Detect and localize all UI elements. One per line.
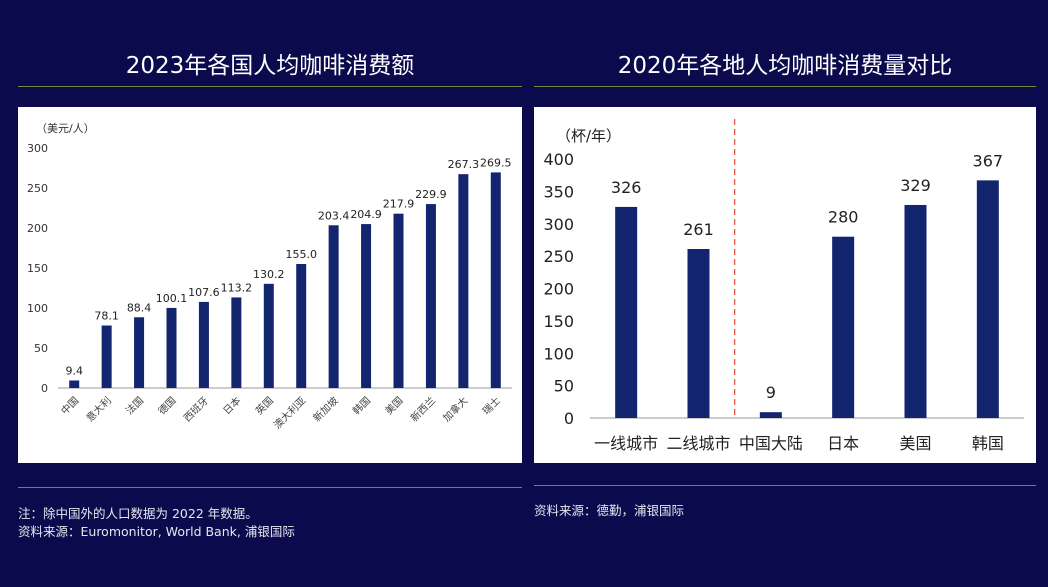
bar (687, 249, 710, 418)
bar-value-label: 367 (973, 151, 1004, 170)
bar-value-label: 107.6 (188, 286, 220, 299)
bar (393, 213, 404, 388)
bar-value-label: 9 (766, 383, 776, 402)
left-title-rule (18, 86, 522, 87)
y-tick-label: 200 (543, 280, 574, 299)
y-tick-label: 50 (34, 342, 48, 355)
bar (490, 172, 501, 388)
y-tick-label: 150 (27, 262, 48, 275)
bar (198, 301, 209, 388)
x-tick-label: 中国大陆 (739, 434, 803, 453)
left-note-rule (18, 487, 522, 488)
x-tick-label: 瑞士 (480, 394, 503, 417)
x-tick-label: 二线城市 (666, 434, 730, 453)
right-chart-title: 2020年各地人均咖啡消费量对比 (617, 53, 953, 79)
bar (134, 317, 145, 388)
bar (361, 224, 372, 388)
x-tick-label: 中国 (58, 394, 81, 417)
y-tick-label: 50 (554, 377, 574, 396)
x-tick-label: 澳大利亚 (271, 394, 308, 431)
y-tick-label: 100 (543, 344, 574, 363)
bar (425, 204, 436, 388)
bar-value-label: 280 (828, 208, 859, 227)
x-tick-label: 加拿大 (440, 394, 470, 424)
bar (759, 412, 782, 418)
y-tick-label: 350 (543, 182, 574, 201)
left-chart-title: 2023年各国人均咖啡消费额 (125, 53, 415, 79)
x-tick-label: 德国 (155, 394, 178, 417)
bar (296, 264, 307, 388)
right-title-rule (534, 86, 1036, 87)
left-source-note: 资料来源：Euromonitor, World Bank, 浦银国际 (18, 524, 295, 539)
left-chart-panel: （美元/人） 0 50 100 150 200 250 300 9.4 中国 78.1 意大利 88.4… (18, 107, 522, 463)
x-tick-label: 日本 (220, 394, 243, 417)
right-chart-panel: （杯/年） 0 50 100 150 200 250 300 350 400 326 一线城市 261 二… (534, 107, 1036, 463)
bar-value-label: 88.4 (127, 301, 152, 314)
bar-value-label: 78.1 (94, 310, 119, 323)
bar (904, 204, 927, 418)
x-tick-label: 日本 (827, 434, 859, 453)
bar (101, 325, 112, 388)
bar-value-label: 203.4 (318, 209, 350, 222)
y-tick-label: 0 (564, 409, 574, 428)
x-tick-label: 新西兰 (408, 394, 438, 424)
bar (615, 206, 638, 418)
y-axis-unit-label: （杯/年） (556, 127, 621, 145)
right-note-rule (534, 485, 1036, 486)
y-tick-label: 100 (27, 302, 48, 315)
bar-value-label: 329 (900, 176, 931, 195)
y-tick-label: 250 (27, 182, 48, 195)
y-axis-unit-label: （美元/人） (36, 122, 95, 135)
x-tick-label: 美国 (899, 434, 931, 453)
bar-value-label: 9.4 (65, 364, 83, 377)
bar (69, 380, 80, 388)
bar-value-label: 267.3 (448, 158, 480, 171)
y-tick-label: 300 (543, 215, 574, 234)
bar (458, 174, 469, 388)
bar (263, 283, 274, 388)
left-notes: 注：除中国外的人口数据为 2022 年数据。 资料来源：Euromonitor,… (18, 505, 295, 541)
bar-value-label: 217.9 (383, 198, 415, 211)
bar-value-label: 130.2 (253, 268, 285, 281)
population-note: 注：除中国外的人口数据为 2022 年数据。 (18, 506, 258, 521)
y-tick-label: 0 (41, 382, 48, 395)
right-bar-chart: （杯/年） 0 50 100 150 200 250 300 350 400 326 一线城市 261 二… (543, 119, 1024, 453)
x-tick-label: 意大利 (83, 394, 113, 424)
bar-value-label: 261 (683, 220, 714, 239)
bar-value-label: 269.5 (480, 156, 512, 169)
y-tick-label: 200 (27, 222, 48, 235)
x-tick-label: 西班牙 (181, 395, 211, 425)
bar-value-label: 155.0 (285, 248, 317, 261)
left-bar-chart: （美元/人） 0 50 100 150 200 250 300 9.4 中国 78.1 意大利 88.4… (27, 122, 512, 431)
bar-value-label: 229.9 (415, 188, 447, 201)
x-tick-label: 韩国 (350, 394, 373, 417)
bar-value-label: 100.1 (156, 292, 188, 305)
x-tick-label: 法国 (123, 394, 146, 417)
y-tick-label: 250 (543, 247, 574, 266)
bar (166, 307, 177, 388)
y-tick-label: 150 (543, 312, 574, 331)
x-tick-label: 一线城市 (594, 434, 658, 453)
bar (328, 225, 339, 388)
bar-value-label: 113.2 (221, 281, 253, 294)
x-tick-label: 英国 (253, 394, 276, 417)
bar-value-label: 326 (611, 178, 642, 197)
bar (832, 236, 855, 418)
x-tick-label: 新加坡 (310, 394, 340, 424)
bar (976, 180, 999, 418)
y-tick-label: 300 (27, 142, 48, 155)
bar (231, 297, 242, 388)
right-source-note: 资料来源：德勤，浦银国际 (534, 503, 685, 518)
y-tick-label: 400 (543, 150, 574, 169)
x-tick-label: 韩国 (972, 434, 1004, 453)
x-tick-label: 美国 (382, 394, 405, 417)
bar-value-label: 204.9 (350, 208, 382, 221)
